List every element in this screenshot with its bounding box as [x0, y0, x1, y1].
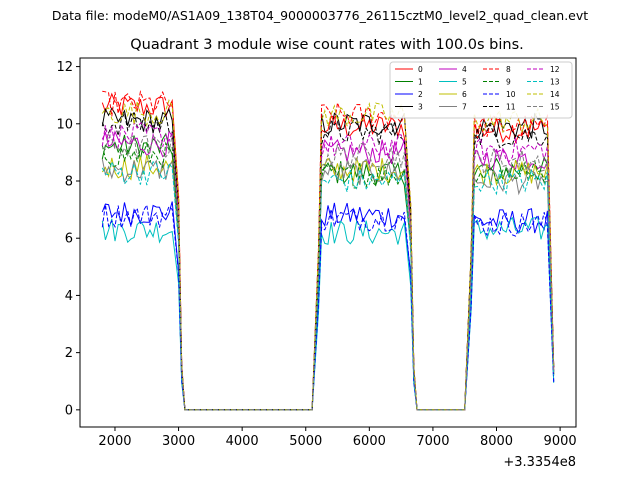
legend-label-11: 11: [506, 103, 516, 112]
x-tick-label: 6000: [353, 434, 386, 449]
x-tick-label: 3000: [162, 434, 195, 449]
series-line-10: [101, 203, 555, 411]
chart-title: Quadrant 3 module wise count rates with …: [130, 37, 524, 53]
series-line-3: [101, 107, 555, 411]
legend-label-8: 8: [506, 65, 511, 74]
series-line-7: [101, 158, 555, 411]
legend-label-4: 4: [462, 65, 467, 74]
x-tick-label: 5000: [289, 434, 322, 449]
y-tick-label: 6: [65, 232, 73, 247]
legend-label-6: 6: [462, 90, 467, 99]
legend-box: [389, 61, 573, 119]
plot-frame: [79, 57, 577, 428]
series-line-12: [101, 121, 555, 411]
legend-label-14: 14: [550, 90, 560, 99]
series-line-13: [101, 160, 555, 411]
series-line-2: [101, 201, 555, 411]
series-line-9: [101, 141, 555, 411]
legend-label-10: 10: [506, 90, 516, 99]
legend-label-2: 2: [418, 90, 423, 99]
x-tick-label: 8000: [480, 434, 513, 449]
y-tick-label: 0: [65, 403, 73, 418]
legend-label-1: 1: [418, 78, 423, 87]
series-line-14: [101, 99, 555, 411]
y-tick-label: 4: [65, 289, 73, 304]
series-line-6: [101, 154, 555, 411]
y-tick-label: 2: [65, 346, 73, 361]
data-file-label: Data file: modeM0/AS1A09_138T04_90000037…: [52, 8, 588, 23]
legend-label-9: 9: [506, 78, 511, 87]
series-layer: [101, 89, 555, 411]
legend-label-7: 7: [462, 103, 467, 112]
y-tick-label: 12: [56, 60, 73, 75]
legend-label-5: 5: [462, 78, 467, 87]
series-line-15: [102, 133, 555, 411]
legend-label-13: 13: [550, 78, 560, 87]
legend-label-3: 3: [418, 103, 423, 112]
series-line-5: [101, 216, 555, 411]
x-tick-label: 9000: [544, 434, 577, 449]
y-tick-label: 8: [65, 175, 73, 190]
x-tick-label: 2000: [98, 434, 131, 449]
x-tick-label: 4000: [226, 434, 259, 449]
x-axis: 2000 3000 4000 5000 6000 7000 8000 9000: [98, 427, 577, 449]
y-tick-label: 10: [56, 117, 73, 132]
legend-label-15: 15: [550, 103, 560, 112]
legend-label-0: 0: [418, 65, 423, 74]
y-axis: 0 2 4 6 8 10 12: [56, 60, 80, 418]
legend-label-12: 12: [550, 65, 560, 74]
x-offset-label: +3.3354e8: [503, 455, 576, 470]
x-tick-label: 7000: [416, 434, 449, 449]
